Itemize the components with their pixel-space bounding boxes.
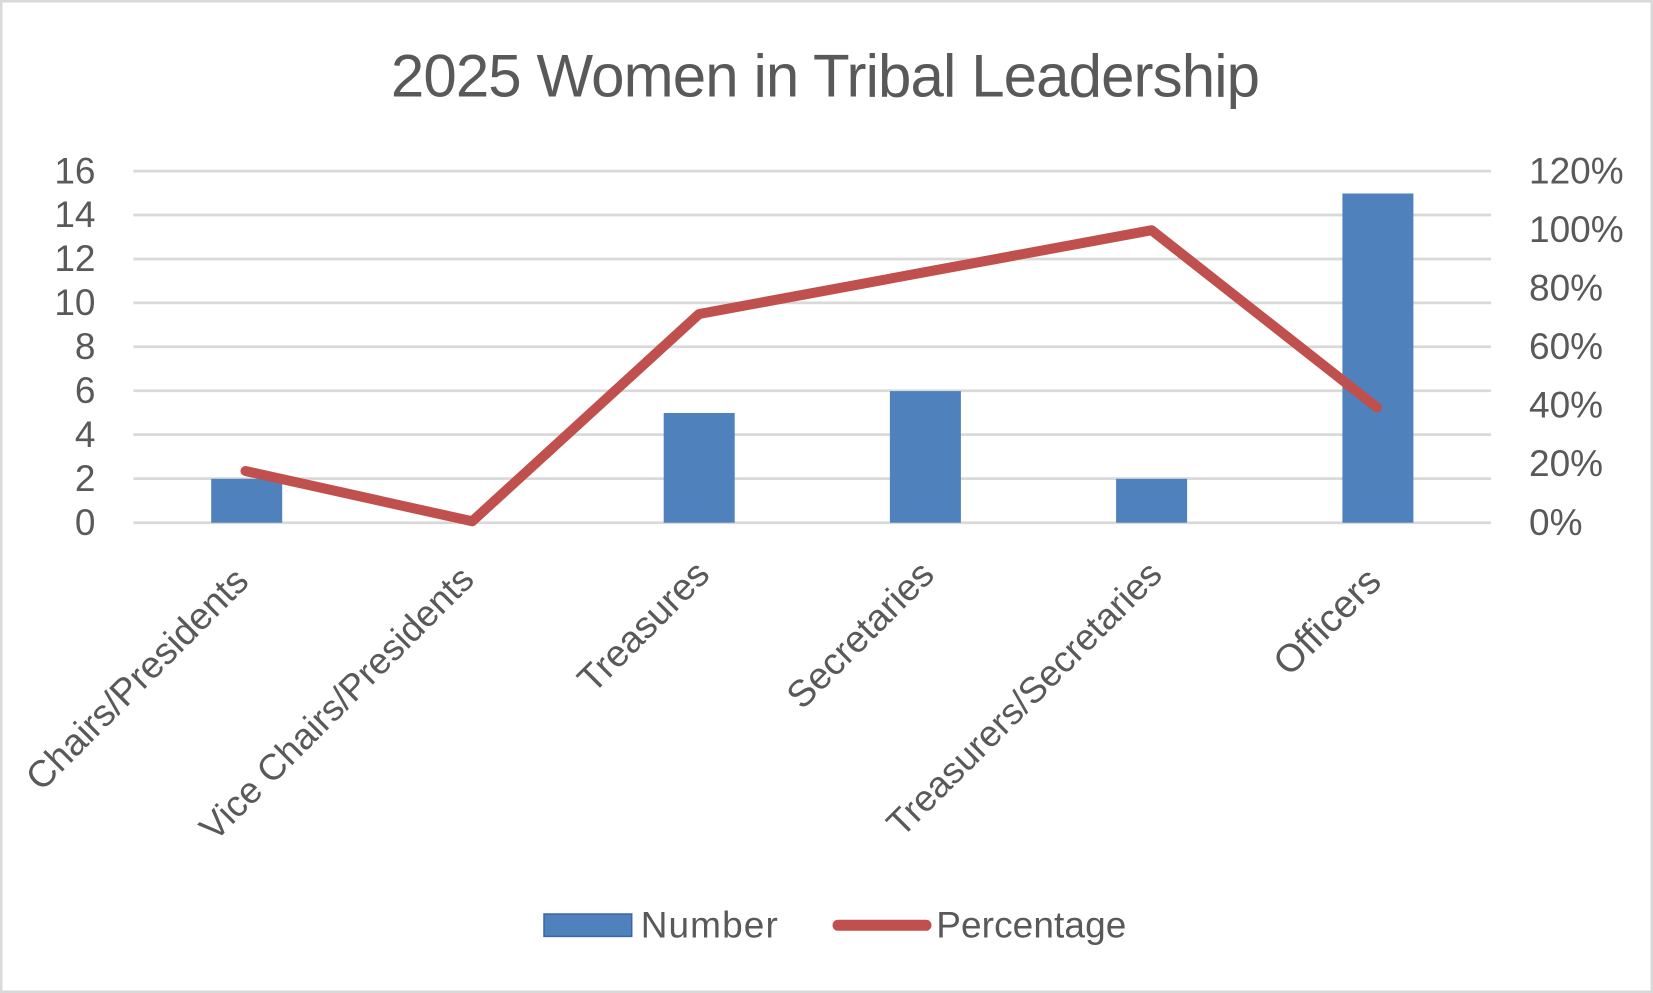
- svg-text:4: 4: [75, 414, 96, 455]
- svg-text:120%: 120%: [1529, 150, 1624, 191]
- svg-text:2025 Women in Tribal Leadershi: 2025 Women in Tribal Leadership: [391, 43, 1259, 110]
- svg-text:8: 8: [75, 326, 96, 367]
- svg-text:Number: Number: [641, 905, 779, 946]
- svg-text:40%: 40%: [1529, 385, 1603, 426]
- svg-text:60%: 60%: [1529, 326, 1603, 367]
- svg-text:Percentage: Percentage: [936, 905, 1126, 946]
- svg-text:80%: 80%: [1529, 267, 1603, 308]
- svg-text:20%: 20%: [1529, 443, 1603, 484]
- svg-text:0%: 0%: [1529, 502, 1582, 543]
- svg-text:16: 16: [54, 150, 95, 191]
- svg-text:2: 2: [75, 458, 96, 499]
- svg-text:12: 12: [54, 238, 95, 279]
- svg-text:14: 14: [54, 194, 95, 235]
- svg-text:10: 10: [54, 282, 95, 323]
- svg-text:100%: 100%: [1529, 209, 1624, 250]
- svg-text:6: 6: [75, 370, 96, 411]
- svg-text:0: 0: [75, 502, 96, 543]
